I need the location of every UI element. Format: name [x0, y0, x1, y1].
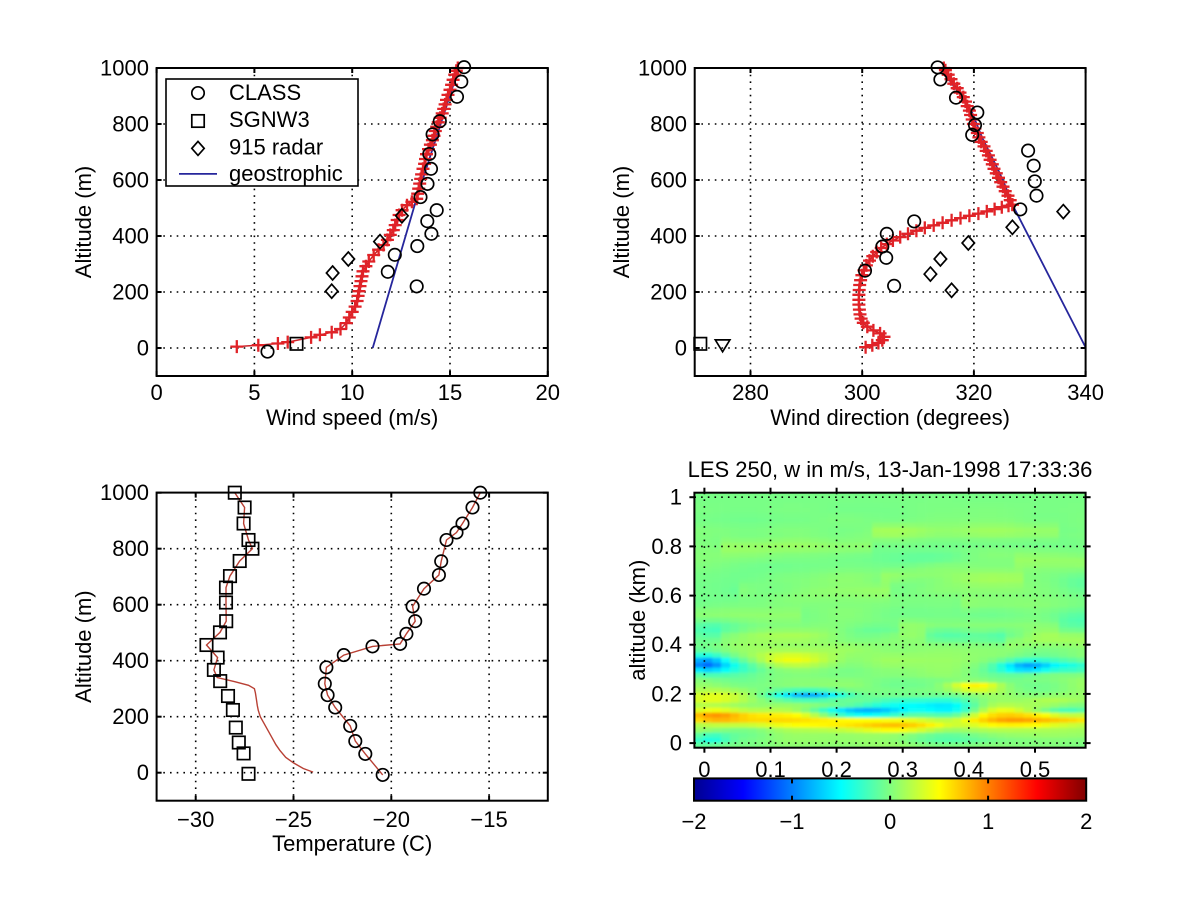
- svg-text:Temperature (C): Temperature (C): [272, 831, 432, 856]
- svg-text:−1: −1: [779, 809, 804, 834]
- svg-text:0: 0: [150, 380, 162, 405]
- svg-text:400: 400: [112, 648, 149, 673]
- svg-text:Altitude (m): Altitude (m): [609, 166, 634, 278]
- svg-text:geostrophic: geostrophic: [229, 161, 343, 186]
- svg-text:400: 400: [650, 224, 687, 249]
- svg-text:0: 0: [675, 336, 687, 361]
- svg-text:15: 15: [438, 380, 462, 405]
- svg-text:1000: 1000: [638, 56, 687, 81]
- svg-text:320: 320: [956, 380, 993, 405]
- svg-text:20: 20: [536, 380, 560, 405]
- svg-text:800: 800: [112, 112, 149, 137]
- svg-text:−15: −15: [470, 807, 507, 832]
- svg-text:0: 0: [137, 336, 149, 361]
- svg-text:600: 600: [112, 168, 149, 193]
- svg-text:SGNW3: SGNW3: [229, 107, 310, 132]
- svg-text:2: 2: [1080, 809, 1092, 834]
- svg-text:600: 600: [112, 592, 149, 617]
- svg-text:0: 0: [884, 809, 896, 834]
- svg-text:200: 200: [650, 280, 687, 305]
- svg-text:1000: 1000: [100, 480, 149, 505]
- svg-text:400: 400: [112, 224, 149, 249]
- svg-text:200: 200: [112, 280, 149, 305]
- svg-text:300: 300: [844, 380, 881, 405]
- svg-text:10: 10: [340, 380, 364, 405]
- svg-text:−30: −30: [177, 807, 214, 832]
- svg-text:1: 1: [982, 809, 994, 834]
- svg-text:CLASS: CLASS: [229, 80, 301, 105]
- svg-text:340: 340: [1067, 380, 1104, 405]
- svg-text:Altitude (m): Altitude (m): [71, 166, 96, 278]
- svg-text:0: 0: [137, 760, 149, 785]
- svg-text:−25: −25: [275, 807, 312, 832]
- svg-text:1: 1: [670, 485, 682, 510]
- svg-text:altitude (km): altitude (km): [625, 560, 650, 681]
- svg-text:Altitude (m): Altitude (m): [71, 590, 96, 702]
- svg-text:0.8: 0.8: [651, 534, 682, 559]
- svg-text:1000: 1000: [100, 56, 149, 81]
- svg-text:800: 800: [650, 112, 687, 137]
- svg-text:0.6: 0.6: [651, 583, 682, 608]
- svg-text:915 radar: 915 radar: [229, 134, 323, 159]
- svg-text:−20: −20: [373, 807, 410, 832]
- svg-text:280: 280: [732, 380, 769, 405]
- svg-text:−2: −2: [681, 809, 706, 834]
- svg-text:0.2: 0.2: [651, 681, 682, 706]
- svg-text:800: 800: [112, 536, 149, 561]
- svg-text:600: 600: [650, 168, 687, 193]
- svg-text:Wind speed (m/s): Wind speed (m/s): [266, 405, 438, 430]
- svg-text:Wind direction (degrees): Wind direction (degrees): [770, 405, 1010, 430]
- svg-text:LES 250, w in m/s, 13-Jan-1998: LES 250, w in m/s, 13-Jan-1998 17:33:36: [688, 457, 1093, 482]
- svg-text:200: 200: [112, 704, 149, 729]
- svg-text:0.4: 0.4: [651, 632, 682, 657]
- svg-text:5: 5: [248, 380, 260, 405]
- svg-text:0: 0: [698, 757, 710, 782]
- svg-text:0: 0: [670, 731, 682, 756]
